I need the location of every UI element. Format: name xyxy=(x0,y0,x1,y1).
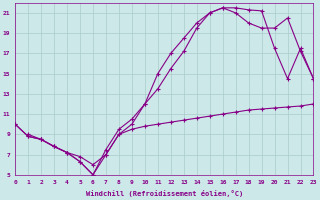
X-axis label: Windchill (Refroidissement éolien,°C): Windchill (Refroidissement éolien,°C) xyxy=(86,190,243,197)
